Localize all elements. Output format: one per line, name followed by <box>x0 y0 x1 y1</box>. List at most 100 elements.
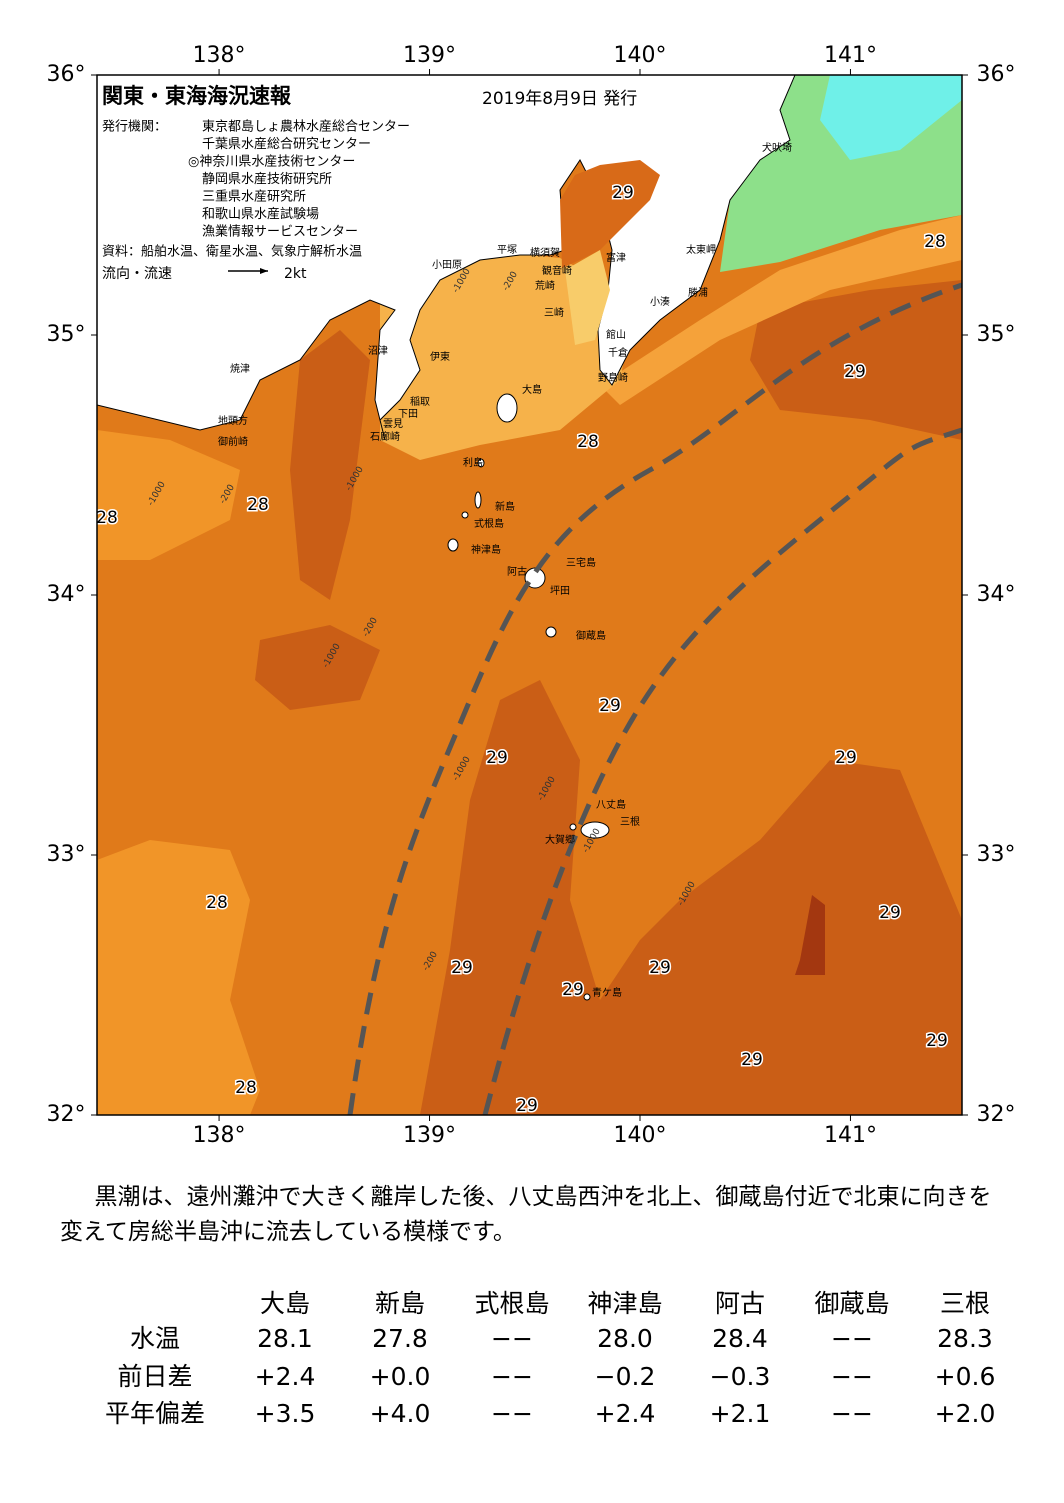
table-cell: 28.3 <box>937 1324 993 1353</box>
place-name: 伊東 <box>430 350 450 363</box>
island <box>477 458 485 468</box>
place-name: 大賀郷 <box>545 833 575 846</box>
place-name: 式根島 <box>474 517 504 530</box>
place-name: 稲取 <box>410 396 430 408</box>
place-name: 荒崎 <box>535 279 555 292</box>
table-cell: −− <box>491 1362 533 1391</box>
place-name: 御蔵島 <box>576 629 606 642</box>
place-name: 神津島 <box>471 543 501 556</box>
island <box>545 626 557 638</box>
flow-legend: 流向・流速 <box>102 266 172 282</box>
table-cell: −− <box>831 1399 873 1428</box>
lat-tick-label: 33° <box>977 842 1016 867</box>
table-cell: +3.5 <box>255 1399 316 1428</box>
lon-tick-label: 138° <box>193 43 246 68</box>
hot-core <box>795 895 825 975</box>
row-label: 前日差 <box>117 1362 192 1391</box>
axes: 138° 138° 139° 139° 140° 140° 141° 141° 32° 32° 33… <box>47 43 1016 1148</box>
place-name: 坪田 <box>550 584 570 597</box>
temperature-label: 28 <box>96 508 118 528</box>
temperature-label: 29 <box>649 958 671 978</box>
lat-tick-label: 34° <box>977 582 1016 607</box>
issuer: 和歌山県水産試験場 <box>202 206 319 222</box>
place-name: 三宅島 <box>566 556 596 569</box>
island <box>474 491 482 509</box>
table-cell: +2.4 <box>595 1399 656 1428</box>
flow-scale: 2kt <box>284 266 307 282</box>
warm-region <box>255 625 380 710</box>
temperature-label: 29 <box>844 362 866 382</box>
table-cell: −0.3 <box>710 1362 771 1391</box>
issue-date: 2019年8月9日 発行 <box>482 89 637 109</box>
issuer: 漁業情報サービスセンター <box>202 224 358 240</box>
column-header: 新島 <box>375 1289 425 1318</box>
place-name: 千倉 <box>608 346 628 359</box>
warm-region <box>750 280 962 440</box>
place-name: 野島崎 <box>598 371 628 384</box>
temperature-label: 28 <box>924 232 946 252</box>
place-name: 観音崎 <box>542 264 572 277</box>
issuer: 東京都島しょ農林水産総合センター <box>202 119 410 135</box>
issuer: 静岡県水産技術研究所 <box>202 171 332 187</box>
temperature-label: 29 <box>451 958 473 978</box>
column-header: 式根島 <box>474 1289 549 1318</box>
island <box>496 393 518 423</box>
place-name: 新島 <box>495 500 515 513</box>
temperature-label: 29 <box>612 183 634 203</box>
column-header: 神津島 <box>587 1289 662 1318</box>
warm-region <box>290 330 370 600</box>
place-name: 横須賀 <box>530 246 560 259</box>
place-name: 大島 <box>522 383 542 396</box>
table-cell: 28.4 <box>712 1324 768 1353</box>
place-name: 三根 <box>620 815 640 828</box>
table-cell: −− <box>491 1399 533 1428</box>
place-name: 八丈島 <box>596 798 626 811</box>
island <box>461 511 469 519</box>
warm-region <box>97 430 240 560</box>
cold-core <box>820 75 962 160</box>
table-cell: −− <box>831 1362 873 1391</box>
warm-region <box>97 840 260 1115</box>
kuroshio-axis <box>482 427 962 1115</box>
table-cell: −− <box>491 1324 533 1353</box>
lat-tick-label: 36° <box>977 62 1016 87</box>
table-cell: 28.1 <box>257 1324 313 1353</box>
table-cell: −0.2 <box>595 1362 656 1391</box>
temperature-label: 29 <box>835 748 857 768</box>
temperature-label: 29 <box>516 1096 538 1116</box>
lon-tick-label: 140° <box>613 1123 666 1148</box>
islands <box>447 393 610 1001</box>
place-name: 雲見 <box>383 418 403 430</box>
lon-tick-label: 139° <box>403 43 456 68</box>
temperature-label: 29 <box>879 903 901 923</box>
lat-tick-label: 34° <box>47 582 86 607</box>
warm-region <box>420 680 962 1115</box>
lat-tick-label: 35° <box>47 322 86 347</box>
place-name: 阿古 <box>507 565 527 578</box>
temperature-label: 28 <box>247 495 269 515</box>
sagami-bay <box>380 252 630 460</box>
temperature-label: 28 <box>235 1078 257 1098</box>
place-name: 三崎 <box>544 306 564 319</box>
lon-tick-label: 138° <box>193 1123 246 1148</box>
place-name: 犬吠埼 <box>762 141 792 154</box>
tokyo-bay-north <box>560 160 660 268</box>
place-name: 焼津 <box>230 363 250 375</box>
table-cell: +2.0 <box>935 1399 996 1428</box>
place-name: 下田 <box>398 409 418 420</box>
place-name: 青ケ島 <box>592 986 622 999</box>
table-cell: +2.4 <box>255 1362 316 1391</box>
issuer: 三重県水産研究所 <box>202 189 306 205</box>
place-name: 館山 <box>606 328 626 341</box>
place-name: 太東岬 <box>686 243 716 256</box>
island <box>583 993 591 1001</box>
map-title: 関東・東海海況速報 <box>102 84 292 108</box>
lon-tick-label: 141° <box>824 43 877 68</box>
summary: 黒潮は、遠州灘沖で大きく離岸した後、八丈島西沖を北上、御蔵島付近で北東に向きを変… <box>60 1184 992 1245</box>
lon-tick-label: 139° <box>403 1123 456 1148</box>
issuer: ◎神奈川県水産技術センター <box>188 154 355 170</box>
